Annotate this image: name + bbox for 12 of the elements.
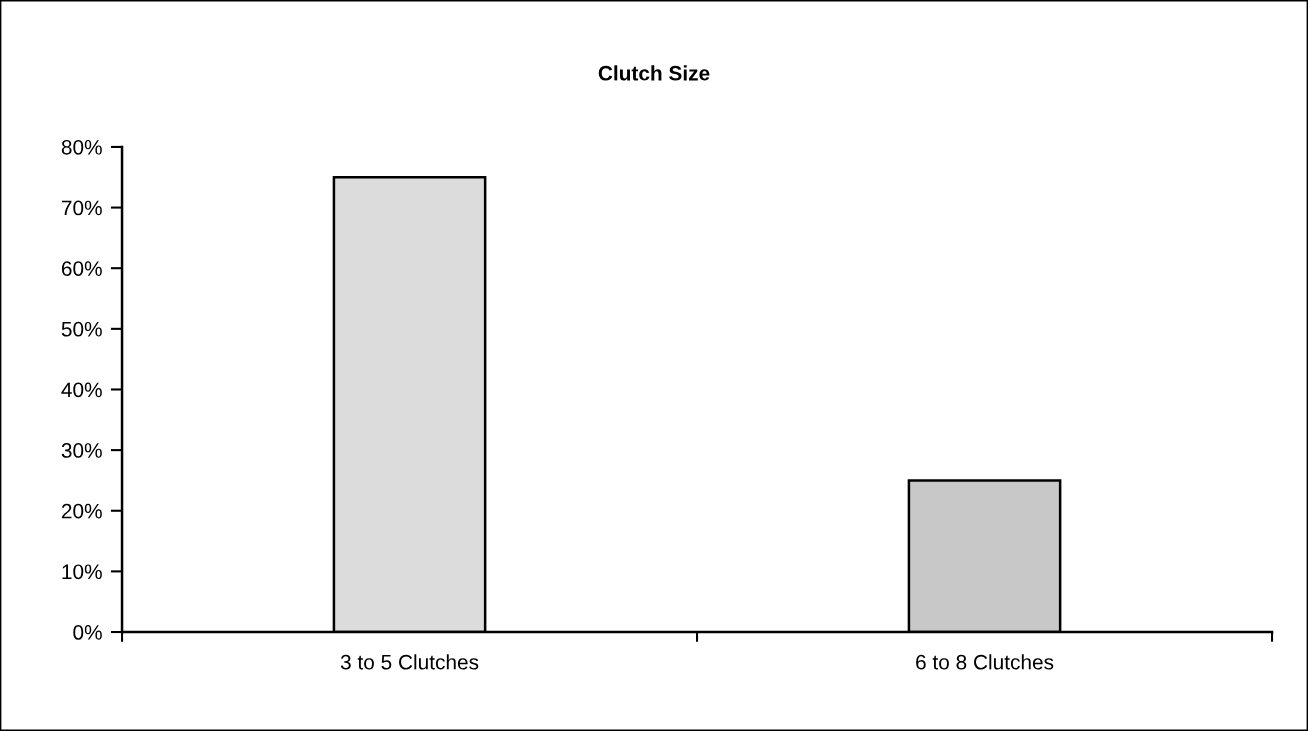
y-tick-label: 50% <box>61 321 102 337</box>
y-tick-label: 40% <box>61 382 102 398</box>
y-tick-label: 0% <box>73 625 102 640</box>
y-tick-label: 10% <box>62 564 102 580</box>
x-tick-label: 3 to 5 Clutches <box>340 654 479 670</box>
y-tick-label: 60% <box>61 261 102 276</box>
y-tick-label: 70% <box>61 200 102 216</box>
y-tick-label: 80% <box>61 139 102 155</box>
y-tick-label: 20% <box>61 503 102 519</box>
chart-title: Clutch Size <box>598 65 710 81</box>
y-tick-label: 30% <box>61 443 102 458</box>
x-tick-label: 6 to 8 Clutches <box>916 654 1054 670</box>
